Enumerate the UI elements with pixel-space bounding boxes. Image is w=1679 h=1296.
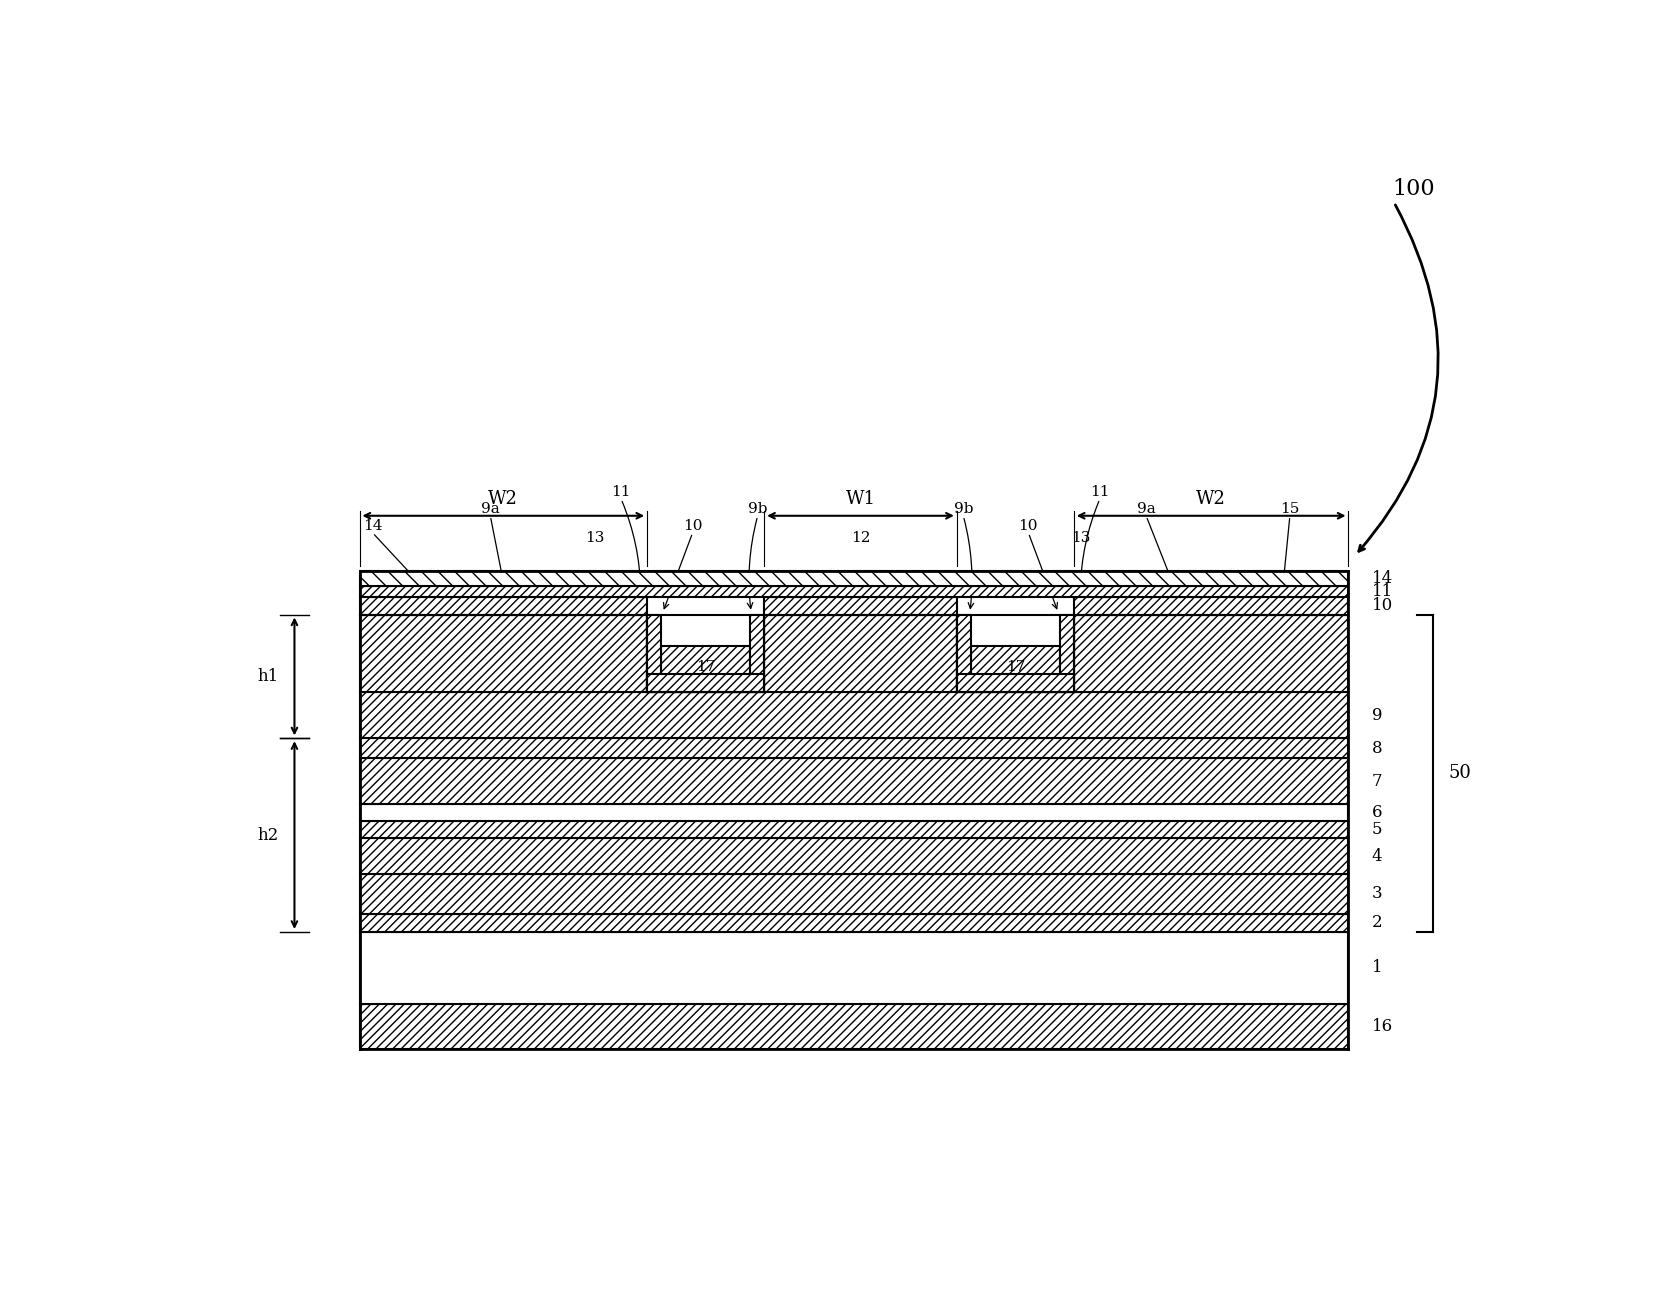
Text: 11: 11 (1372, 583, 1394, 600)
Bar (359, 822, 1348, 839)
Bar (359, 874, 1348, 914)
Text: 9a: 9a (480, 502, 500, 516)
Bar (359, 804, 1348, 822)
Text: 10: 10 (1019, 518, 1038, 533)
Text: 3: 3 (1372, 885, 1382, 902)
Bar (1075, 614, 1348, 692)
Text: W2: W2 (1195, 490, 1226, 508)
Text: 8: 8 (1372, 740, 1382, 757)
Text: 100: 100 (1392, 179, 1436, 201)
Bar (359, 914, 1348, 932)
Bar (970, 645, 1059, 692)
Text: 6: 6 (1372, 804, 1382, 822)
Text: 11: 11 (1090, 485, 1110, 499)
Text: W2: W2 (489, 490, 519, 508)
Text: 9b: 9b (747, 502, 767, 516)
Bar (751, 614, 764, 692)
Text: 9: 9 (1372, 706, 1382, 724)
Text: 13: 13 (1071, 531, 1091, 544)
Text: W1: W1 (846, 490, 875, 508)
Text: 2: 2 (1372, 915, 1382, 932)
Bar (359, 692, 1348, 739)
Text: 17: 17 (697, 661, 715, 674)
Text: 11: 11 (611, 485, 631, 499)
Text: 1: 1 (1372, 959, 1382, 976)
Bar (646, 614, 764, 692)
Text: 14: 14 (1372, 570, 1394, 587)
Bar (359, 586, 1348, 596)
Bar (359, 596, 646, 614)
Text: h2: h2 (257, 827, 279, 844)
Text: 17: 17 (1006, 661, 1024, 674)
Bar (646, 674, 764, 692)
Bar (359, 758, 1348, 804)
Bar (1059, 614, 1075, 692)
Text: 9b: 9b (954, 502, 974, 516)
Bar (764, 614, 957, 692)
Bar (1075, 596, 1348, 614)
Text: 16: 16 (1372, 1017, 1394, 1034)
Bar (359, 1003, 1348, 1048)
Text: 14: 14 (363, 518, 383, 533)
Bar (957, 614, 970, 692)
Bar (359, 839, 1348, 874)
Bar (957, 674, 1075, 692)
Text: 9a: 9a (1137, 502, 1155, 516)
Text: 12: 12 (851, 531, 870, 544)
Text: h1: h1 (257, 667, 279, 684)
Text: 10: 10 (1372, 597, 1394, 614)
Bar (359, 932, 1348, 1003)
Text: 5: 5 (1372, 822, 1382, 839)
Text: 10: 10 (683, 518, 702, 533)
Text: 13: 13 (584, 531, 604, 544)
Bar (359, 570, 1348, 586)
Text: 50: 50 (1449, 765, 1471, 783)
Text: 15: 15 (1279, 502, 1300, 516)
Bar (957, 614, 1075, 692)
Bar (359, 739, 1348, 758)
Bar (646, 614, 662, 692)
Bar (662, 645, 751, 692)
Text: 7: 7 (1372, 772, 1382, 789)
Bar (764, 596, 957, 614)
Bar (359, 614, 646, 692)
Text: 4: 4 (1372, 848, 1382, 864)
